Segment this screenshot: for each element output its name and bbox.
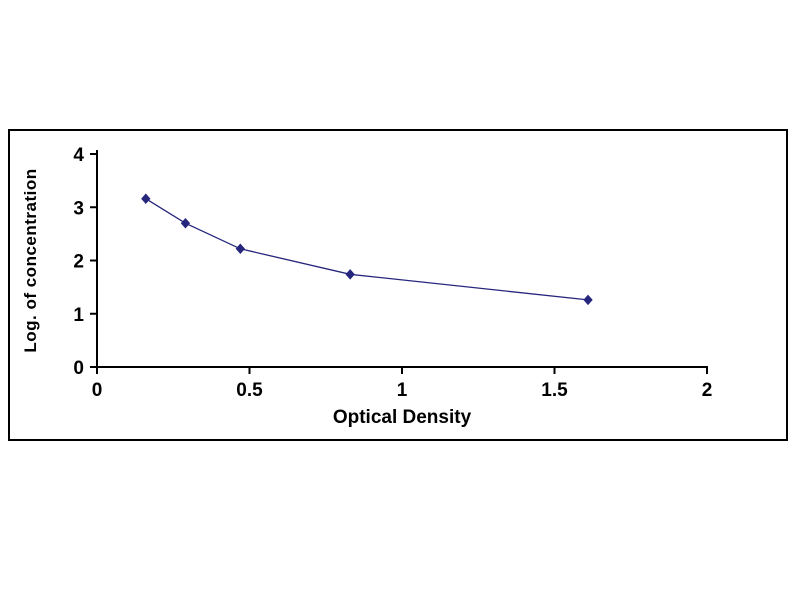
x-tick-label: 0 <box>92 380 103 401</box>
data-point-marker <box>180 217 191 229</box>
x-axis-title: Optical Density <box>333 407 472 428</box>
y-axis-title: Log. of concentration <box>21 168 40 352</box>
x-tick-label: 0.5 <box>236 380 263 401</box>
data-point-marker <box>141 193 151 204</box>
x-tick-label: 1 <box>397 380 408 401</box>
x-tick-label: 1.5 <box>541 380 568 401</box>
y-tick-label: 2 <box>73 252 84 273</box>
y-tick-label: 3 <box>73 198 84 219</box>
chart-frame: 0 0.5 1 1.5 2 0 1 2 3 4 Optical Density Log. of con… <box>8 129 788 441</box>
x-tick-label: 2 <box>702 380 713 401</box>
data-point-marker <box>345 269 355 280</box>
data-point-marker <box>583 294 593 306</box>
y-tick-label: 4 <box>73 145 84 166</box>
curve-line <box>145 198 589 301</box>
data-point-marker <box>235 243 246 255</box>
y-tick-label: 0 <box>73 358 84 379</box>
y-tick-label: 1 <box>73 305 84 326</box>
standard-curve-chart: 0 0.5 1 1.5 2 0 1 2 3 4 Optical Density Log. of con… <box>21 145 713 428</box>
